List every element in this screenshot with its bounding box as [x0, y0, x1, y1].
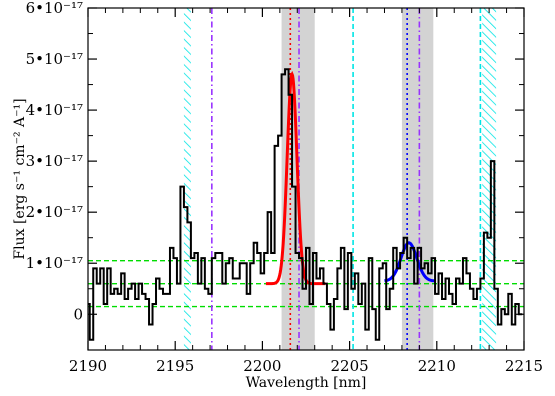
x-tick-label: 2190 — [69, 357, 107, 375]
x-tick-label: 2195 — [156, 357, 194, 375]
spectrum-layer — [88, 68, 523, 341]
bands-layer — [183, 8, 497, 350]
y-tick-label: 1•10⁻¹⁷ — [26, 254, 83, 272]
x-axis-title: Wavelength [nm] — [246, 375, 367, 391]
y-axis-title: Flux [erg s⁻¹ cm⁻² A⁻¹] — [12, 98, 28, 259]
y-tick-label: 0 — [73, 305, 83, 323]
x-tick-label: 2210 — [418, 357, 456, 375]
plot-frame — [87, 7, 525, 351]
hatched-band-1 — [482, 8, 497, 350]
x-tick-label: 2200 — [243, 357, 281, 375]
y-tick-label: 6•10⁻¹⁷ — [26, 0, 83, 17]
y-tick-label: 3•10⁻¹⁷ — [26, 152, 83, 170]
x-tick-label: 2215 — [505, 357, 543, 375]
y-tick-label: 5•10⁻¹⁷ — [26, 50, 83, 68]
spectrum-steps — [88, 68, 523, 341]
y-tick-label: 4•10⁻¹⁷ — [26, 101, 83, 119]
x-tick-label: 2205 — [331, 357, 369, 375]
ticks-layer — [87, 7, 525, 350]
y-tick-label: 2•10⁻¹⁷ — [26, 203, 83, 221]
tick-labels-layer: 2190 2195 2200 2205 2210 2215 0 1•10⁻¹⁷ 2•10⁻¹⁷ 3… — [26, 0, 544, 375]
vertical-lines-layer — [211, 8, 482, 350]
hatched-band-0 — [183, 8, 191, 350]
fit-curve-0 — [265, 70, 326, 286]
